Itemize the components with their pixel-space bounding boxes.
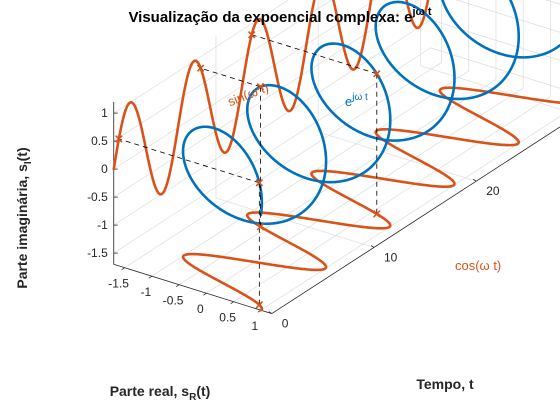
projection-guides xyxy=(119,35,377,305)
x-tick-mark xyxy=(231,302,234,304)
exp-helix-curve xyxy=(183,0,560,224)
cos-label: cos(ω t) xyxy=(455,258,501,273)
x-tick-mark xyxy=(176,285,179,287)
z-tick-label: -1.5 xyxy=(87,246,108,260)
z-axis-label: Parte imaginária, sI(t) xyxy=(14,147,34,288)
x-axis-label-text: Parte real, s xyxy=(110,383,190,399)
z-axis-label-text: Parte imaginária, s xyxy=(14,164,30,289)
z-tick-label: 0 xyxy=(101,162,108,176)
y-axis-label: Tempo, t xyxy=(416,376,474,392)
z-tick-label: 0.5 xyxy=(91,134,108,148)
x-tick-label: 0 xyxy=(197,302,204,316)
grid-line-floor xyxy=(216,198,374,247)
x-axis-label: Parte real, sR(t) xyxy=(110,383,211,403)
x-tick-mark xyxy=(149,276,152,278)
z-axis-label-tail: (t) xyxy=(14,147,30,161)
x-axis-label-tail: (t) xyxy=(196,383,210,399)
grid-line-floor xyxy=(234,96,551,301)
exp-label: ejω t xyxy=(345,92,368,109)
z-tick-label: -0.5 xyxy=(87,190,108,204)
y-tick-label: 0 xyxy=(282,317,289,331)
cos-curve xyxy=(183,88,560,310)
chart-title: Visualização da expoencial complexa: ejω… xyxy=(128,6,431,26)
grid-line-floor xyxy=(261,105,560,310)
x-tick-mark xyxy=(203,293,206,295)
z-tick-label: 1 xyxy=(101,106,108,120)
x-tick-label: -1 xyxy=(141,285,152,299)
sin-curve xyxy=(114,0,431,194)
z-tick-label: -1 xyxy=(97,218,108,232)
exp-label-base: e xyxy=(345,94,352,109)
x-tick-label: -0.5 xyxy=(163,294,184,308)
y-tick-label: 10 xyxy=(384,250,398,264)
grid-line-back-wall xyxy=(431,20,560,69)
x-tick-mark xyxy=(122,268,125,270)
grid-line-back-wall xyxy=(431,0,560,13)
x-axis-line xyxy=(114,264,272,313)
y-tick-label: 20 xyxy=(486,184,500,198)
exp-label-sup: jω t xyxy=(351,92,368,103)
title-text: Visualização da expoencial complexa: e xyxy=(128,9,412,26)
grid-line-back-wall xyxy=(431,0,560,41)
x-tick-label: 1 xyxy=(252,319,259,333)
x-tick-label: 0.5 xyxy=(219,311,236,325)
x-tick-label: -1.5 xyxy=(108,277,129,291)
grid-line-left-wall xyxy=(114,0,431,197)
title-superscript: jω t xyxy=(411,6,431,18)
